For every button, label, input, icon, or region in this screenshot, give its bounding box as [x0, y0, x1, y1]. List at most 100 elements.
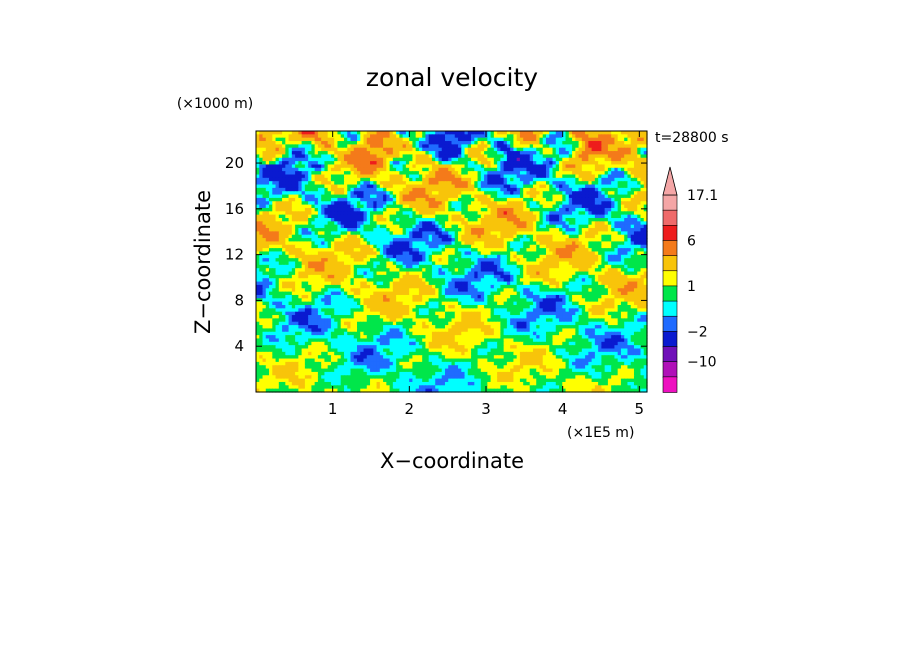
heatmap-cell	[272, 131, 277, 135]
heatmap-cell	[480, 187, 485, 192]
heatmap-cell	[311, 248, 316, 253]
heatmap-cell	[510, 264, 515, 269]
heatmap-cell	[545, 248, 550, 253]
heatmap-cell	[370, 231, 374, 236]
heatmap-cell	[256, 137, 260, 142]
heatmap-cell	[532, 231, 537, 236]
heatmap-cell	[620, 264, 625, 269]
heatmap-cell	[415, 177, 420, 182]
heatmap-cell	[454, 167, 459, 172]
heatmap-cell	[640, 177, 645, 182]
heatmap-cell	[311, 231, 316, 236]
heatmap-cell	[347, 167, 352, 172]
heatmap-cell	[506, 204, 511, 209]
heatmap-cell	[288, 221, 293, 226]
heatmap-cell	[343, 268, 348, 273]
heatmap-cell	[523, 218, 528, 222]
heatmap-cell	[343, 244, 348, 249]
heatmap-cell	[405, 211, 410, 216]
heatmap-cell	[578, 167, 583, 172]
heatmap-cell	[383, 151, 387, 156]
heatmap-cell	[601, 231, 606, 236]
heatmap-cell	[360, 164, 365, 169]
heatmap-cell	[552, 228, 557, 232]
heatmap-cell	[282, 221, 286, 226]
heatmap-cell	[431, 141, 436, 145]
heatmap-cell	[637, 197, 642, 202]
heatmap-cell	[396, 167, 400, 172]
heatmap-cell	[298, 241, 303, 246]
heatmap-cell	[640, 167, 645, 172]
heatmap-cell	[474, 194, 479, 199]
heatmap-cell	[262, 264, 267, 269]
heatmap-cell	[598, 191, 602, 196]
heatmap-cell	[604, 261, 609, 266]
heatmap-cell	[428, 264, 433, 269]
heatmap-cell	[500, 207, 505, 212]
heatmap-cell	[428, 164, 433, 169]
heatmap-cell	[471, 141, 475, 145]
heatmap-cell	[327, 174, 332, 179]
heatmap-cell	[379, 151, 384, 156]
heatmap-cell	[575, 177, 580, 182]
heatmap-cell	[441, 187, 446, 192]
heatmap-cell	[594, 228, 599, 232]
heatmap-cell	[314, 214, 319, 219]
heatmap-cell	[555, 194, 560, 199]
heatmap-cell	[523, 258, 528, 263]
heatmap-cell	[370, 167, 374, 172]
heatmap-cell	[363, 157, 368, 162]
heatmap-cell	[269, 268, 273, 273]
heatmap-cell	[282, 268, 286, 273]
heatmap-cell	[588, 234, 593, 239]
heatmap-cell	[435, 154, 440, 159]
heatmap-cell	[581, 231, 586, 236]
heatmap-cell	[467, 174, 472, 179]
heatmap-cell	[467, 177, 472, 182]
heatmap-cell	[285, 218, 290, 222]
heatmap-cell	[278, 258, 283, 263]
heatmap-cell	[321, 228, 326, 232]
heatmap-cell	[418, 244, 423, 249]
heatmap-cell	[399, 147, 404, 152]
heatmap-cell	[350, 207, 355, 212]
heatmap-cell	[262, 161, 267, 166]
heatmap-cell	[389, 231, 394, 236]
heatmap-cell	[438, 211, 443, 216]
heatmap-cell	[559, 248, 563, 253]
heatmap-cell	[295, 231, 299, 236]
heatmap-cell	[340, 264, 345, 269]
heatmap-cell	[630, 131, 635, 135]
heatmap-cell	[542, 251, 547, 256]
heatmap-cell	[471, 218, 475, 222]
heatmap-cell	[291, 164, 296, 169]
heatmap-cell	[643, 147, 648, 152]
heatmap-cell	[295, 141, 299, 145]
heatmap-cell	[262, 204, 267, 209]
heatmap-cell	[500, 144, 505, 149]
heatmap-cell	[337, 174, 342, 179]
heatmap-cell	[288, 214, 293, 219]
heatmap-cell	[291, 161, 296, 166]
heatmap-cell	[402, 151, 407, 156]
heatmap-cell	[396, 228, 400, 232]
heatmap-cell	[422, 187, 427, 192]
heatmap-cell	[327, 171, 332, 176]
heatmap-cell	[337, 224, 342, 229]
heatmap-cell	[360, 137, 365, 142]
heatmap-cell	[314, 251, 319, 256]
heatmap-cell	[523, 174, 528, 179]
heatmap-cell	[451, 174, 456, 179]
heatmap-cell	[559, 184, 563, 189]
heatmap-cell	[405, 264, 410, 269]
heatmap-cell	[461, 218, 466, 222]
heatmap-cell	[484, 141, 488, 145]
heatmap-cell	[259, 131, 264, 135]
heatmap-cell	[578, 157, 583, 162]
heatmap-cell	[256, 131, 260, 135]
heatmap-cell	[340, 251, 345, 256]
heatmap-cell	[607, 167, 612, 172]
heatmap-cell	[588, 224, 593, 229]
heatmap-cell	[474, 268, 479, 273]
heatmap-cell	[545, 224, 550, 229]
